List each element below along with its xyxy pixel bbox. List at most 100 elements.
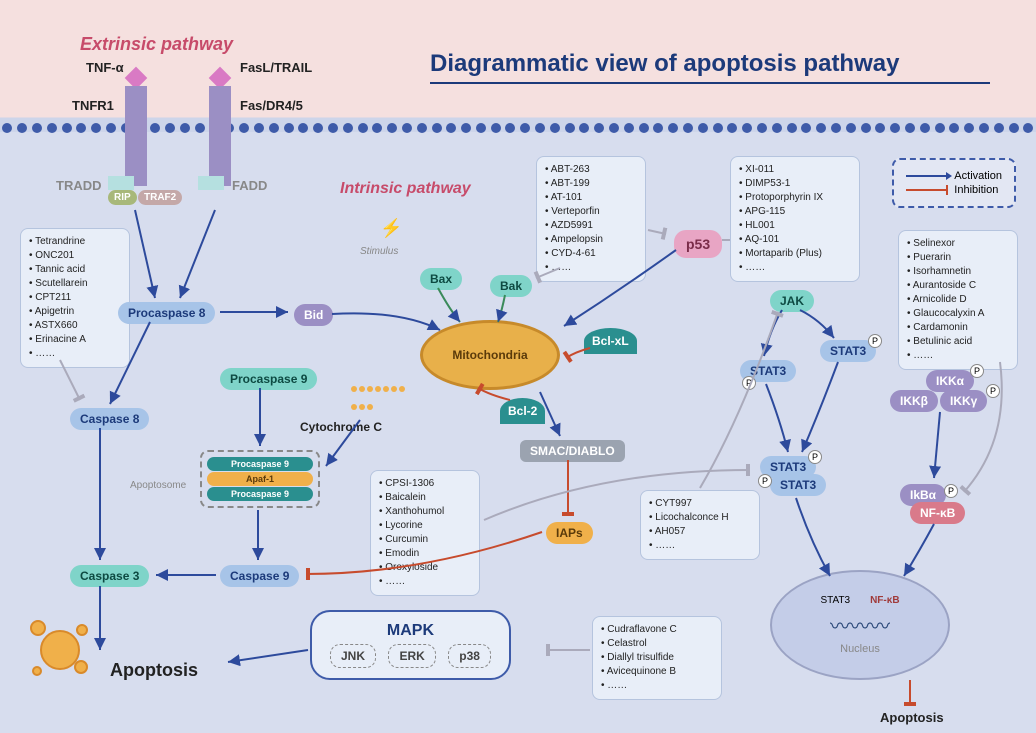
- compound-item: CPSI-1306: [379, 477, 471, 491]
- inhibition-arrow-icon: [906, 189, 946, 191]
- cytc-label: Cytochrome C: [300, 420, 382, 434]
- p53-node: p53: [674, 230, 722, 258]
- apoptosome-box: Procaspase 9 Apaf-1 Procaspase 9: [200, 450, 320, 508]
- compound-item: Oroxyloside: [379, 561, 471, 575]
- lightning-icon: ⚡: [380, 218, 402, 239]
- bcl2-node: Bcl-2: [500, 398, 545, 424]
- nucleus-stat3-1: STAT3: [820, 595, 850, 606]
- tradd-block: [108, 176, 134, 190]
- nucleus-icon: STAT3 NF-κB 〰〰〰 Nucleus: [770, 570, 950, 680]
- phos-5-icon: P: [986, 384, 1000, 398]
- bax-node: Bax: [420, 268, 462, 290]
- extrinsic-label: Extrinsic pathway: [80, 34, 233, 55]
- compound-item: ……: [649, 539, 751, 553]
- erk-node: ERK: [388, 644, 435, 668]
- compound-item: Tetrandrine: [29, 235, 121, 249]
- compound-item: ABT-263: [545, 163, 637, 177]
- compound-item: Mortaparib (Plus): [739, 247, 851, 261]
- caspase9-node: Caspase 9: [220, 565, 299, 587]
- compound-item: Puerarin: [907, 251, 1009, 265]
- stat3-4-node: STAT3: [770, 474, 826, 496]
- mitochondria-icon: Mitochondria: [420, 320, 560, 390]
- compound-item: Celastrol: [601, 637, 713, 651]
- compound-item: Glaucocalyxin A: [907, 307, 1009, 321]
- apoptosis-2-label: Apoptosis: [880, 710, 944, 725]
- compound-item: CYT997: [649, 497, 751, 511]
- compound-item: Erinacine A: [29, 333, 121, 347]
- compound-item: ONC201: [29, 249, 121, 263]
- compound-item: Protoporphyrin IX: [739, 191, 851, 205]
- procaspase8-node: Procaspase 8: [118, 302, 215, 324]
- compound-box-4: SelinexorPuerarinIsorhamnetinAurantoside…: [898, 230, 1018, 370]
- compound-box-1: TetrandrineONC201Tannic acidScutellarein…: [20, 228, 130, 368]
- compound-item: Cudraflavone C: [601, 623, 713, 637]
- membrane: document.write(Array(70).fill('<div clas…: [0, 118, 1036, 138]
- compound-item: Baicalein: [379, 491, 471, 505]
- compound-item: HL001: [739, 219, 851, 233]
- fas-receptor-icon: [209, 86, 231, 186]
- compound-item: Isorhamnetin: [907, 265, 1009, 279]
- p38-node: p38: [448, 644, 491, 668]
- phos-6-icon: P: [970, 364, 984, 378]
- fadd-label: FADD: [232, 178, 267, 193]
- compound-box-7: Cudraflavone CCelastrolDiallyl trisulfid…: [592, 616, 722, 700]
- compound-item: Licochalconce H: [649, 511, 751, 525]
- smac-node: SMAC/DIABLO: [520, 440, 625, 462]
- compound-item: Scutellarein: [29, 277, 121, 291]
- compound-item: AZD5991: [545, 219, 637, 233]
- main-title: Diagrammatic view of apoptosis pathway: [430, 50, 990, 84]
- fasl-label: FasL/TRAIL: [240, 60, 312, 75]
- legend-activation-label: Activation: [954, 170, 1002, 182]
- procaspase9-node: Procaspase 9: [220, 368, 317, 390]
- fadd-block: [198, 176, 224, 190]
- compound-item: AH057: [649, 525, 751, 539]
- phos-1-icon: P: [742, 376, 756, 390]
- tnfa-label: TNF-α: [86, 60, 124, 75]
- phos-4-icon: P: [758, 474, 772, 488]
- tnfr1-receptor-icon: [125, 86, 147, 186]
- compound-item: Aurantoside C: [907, 279, 1009, 293]
- bclxl-node: Bcl-xL: [584, 328, 637, 354]
- compound-item: ……: [545, 261, 637, 275]
- nucleus-nfkb: NF-κB: [870, 595, 899, 606]
- compound-item: ASTX660: [29, 319, 121, 333]
- phos-3-icon: P: [808, 450, 822, 464]
- compound-item: AQ-101: [739, 233, 851, 247]
- compound-item: Emodin: [379, 547, 471, 561]
- apop-proc9-1: Procaspase 9: [207, 457, 313, 471]
- compound-item: Tannic acid: [29, 263, 121, 277]
- caspase8-node: Caspase 8: [70, 408, 149, 430]
- compound-item: ……: [601, 679, 713, 693]
- compound-item: Betulinic acid: [907, 335, 1009, 349]
- dna-icon: 〰〰〰: [830, 610, 890, 639]
- caspase3-node: Caspase 3: [70, 565, 149, 587]
- ikka-node: IKKα: [926, 370, 974, 392]
- mapk-box: MAPK JNK ERK p38: [310, 610, 511, 680]
- jnk-node: JNK: [330, 644, 376, 668]
- diagram-canvas: document.write(Array(70).fill('<div clas…: [0, 0, 1036, 733]
- compound-item: Curcumin: [379, 533, 471, 547]
- fas-label: Fas/DR4/5: [240, 98, 303, 113]
- ikkb-node: IKKβ: [890, 390, 938, 412]
- rip-node: RIP: [108, 190, 137, 205]
- mitochondria-label: Mitochondria: [452, 348, 527, 362]
- activation-arrow-icon: [906, 175, 946, 177]
- tnfr1-label: TNFR1: [72, 98, 114, 113]
- nfkb-node: NF-κB: [910, 502, 965, 524]
- apoptosis-label: Apoptosis: [110, 660, 198, 681]
- compound-item: CYD-4-61: [545, 247, 637, 261]
- compound-item: ……: [29, 347, 121, 361]
- legend-box: Activation Inhibition: [892, 158, 1016, 208]
- compound-item: ……: [907, 349, 1009, 363]
- apoptosome-label: Apoptosome: [130, 480, 186, 491]
- compound-box-3: XI-011DIMP53-1Protoporphyrin IXAPG-115HL…: [730, 156, 860, 282]
- bid-node: Bid: [294, 304, 333, 326]
- legend-inhibition: Inhibition: [906, 184, 1002, 196]
- legend-activation: Activation: [906, 170, 1002, 182]
- compound-item: Xanthohumol: [379, 505, 471, 519]
- stimulus-label: Stimulus: [360, 246, 398, 257]
- compound-item: Selinexor: [907, 237, 1009, 251]
- compound-item: Lycorine: [379, 519, 471, 533]
- mapk-label: MAPK: [326, 622, 495, 640]
- compound-item: ……: [739, 261, 851, 275]
